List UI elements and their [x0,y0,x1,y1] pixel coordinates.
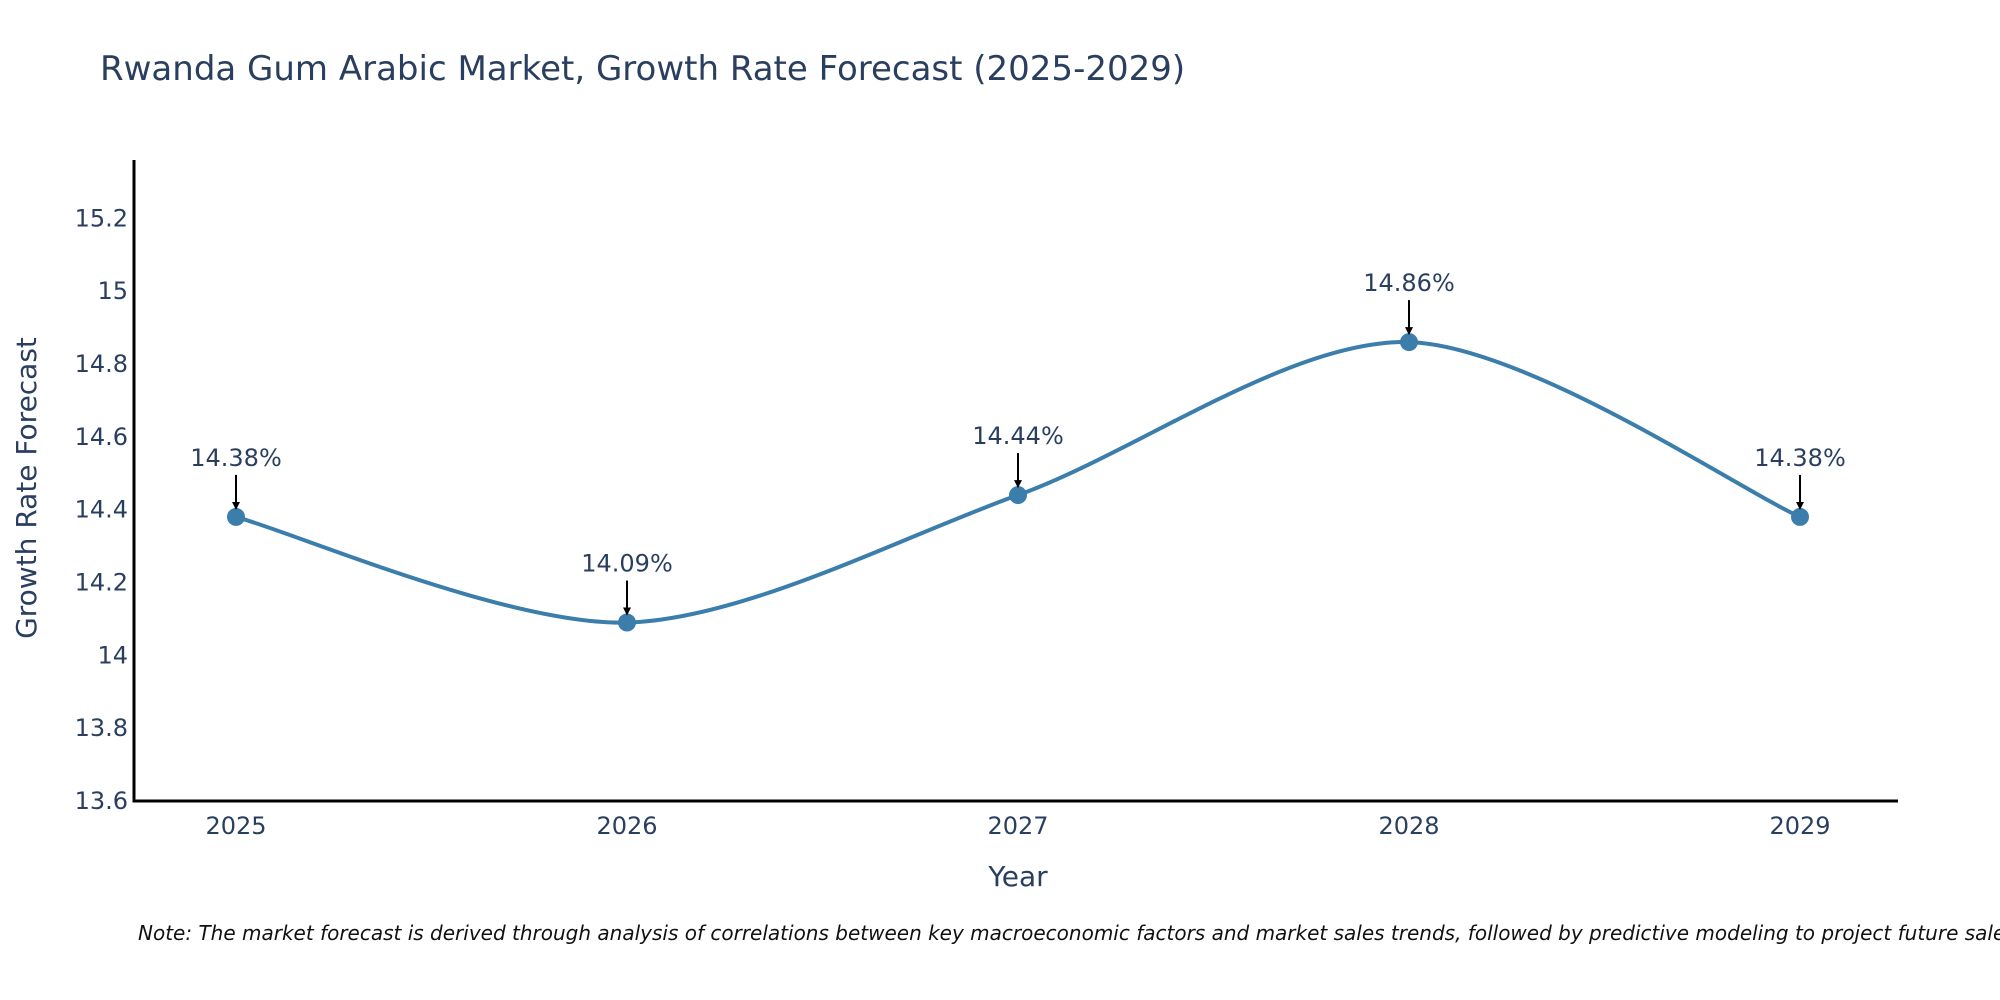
y-tick-label: 13.8 [75,714,128,742]
y-tick-label: 14 [97,641,128,669]
y-tick-label: 15 [97,277,128,305]
y-tick-label: 14.2 [75,568,128,596]
data-point [227,507,245,526]
x-tick-label: 2029 [1769,812,1830,840]
y-axis-title: Growth Rate Forecast [10,337,43,639]
y-tick-label: 14.6 [75,423,128,451]
chart-note: Note: The market forecast is derived thr… [138,921,2000,945]
data-label: 14.09% [581,550,673,578]
x-axis-title: Year [987,860,1048,893]
x-tick-label: 2026 [596,812,657,840]
x-tick-label: 2028 [1378,812,1439,840]
y-tick-label: 13.6 [75,787,128,815]
x-axis-ticks: 2025 2026 2027 2028 2029 [205,812,1830,840]
data-point [618,613,636,632]
y-tick-label: 14.4 [75,496,128,524]
data-annotations: 14.38% 14.09% 14.44% 14.86% 14.38% [190,269,1846,616]
data-point [1400,333,1418,352]
y-tick-label: 15.2 [75,204,128,232]
data-points [227,333,1809,632]
x-tick-label: 2025 [205,812,266,840]
data-point [1791,507,1809,526]
chart-title: Rwanda Gum Arabic Market, Growth Rate Fo… [100,49,1185,89]
x-tick-label: 2027 [987,812,1048,840]
data-label: 14.44% [972,422,1064,450]
y-axis-ticks: 13.6 13.8 14 14.2 14.4 14.6 14.8 15 15.2 [75,204,128,815]
y-tick-label: 14.8 [75,350,128,378]
data-point [1009,486,1027,505]
data-label: 14.86% [1363,269,1455,297]
data-label: 14.38% [190,444,282,472]
data-label: 14.38% [1754,444,1846,472]
